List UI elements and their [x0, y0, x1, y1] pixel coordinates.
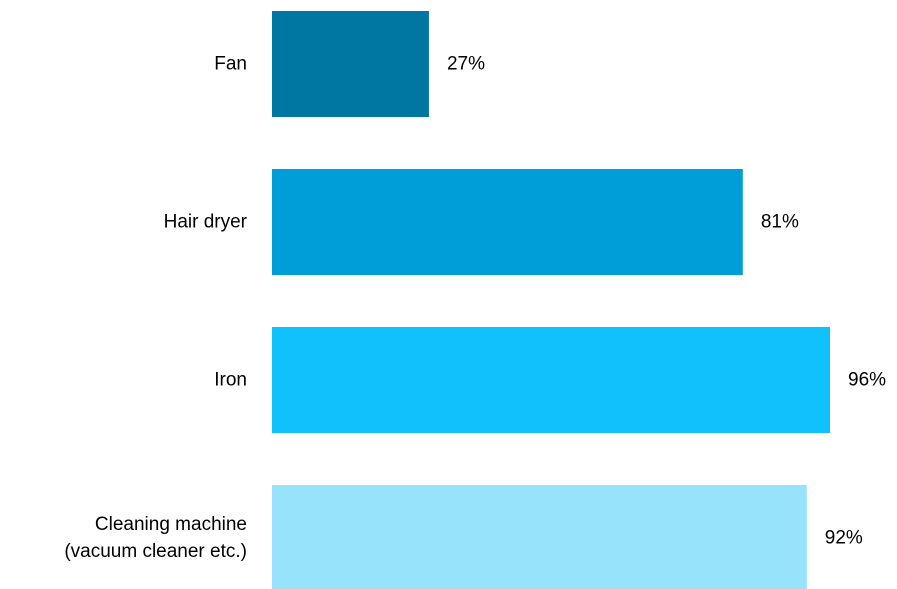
category-label-cleaning-machine-line-1: Cleaning machine [95, 514, 247, 535]
labels: 27% Fan 81% Hair dryer 96% Iron 92% Cleaning ma… [64, 54, 886, 563]
category-label-fan: Fan [214, 54, 247, 75]
value-label-hair-dryer: 81% [761, 212, 799, 233]
bar-iron [272, 327, 830, 433]
category-label-cleaning-machine-line-2: (vacuum cleaner etc.) [64, 541, 247, 562]
bar-cleaning-machine [272, 485, 807, 589]
bars [272, 11, 830, 589]
bar-fan [272, 11, 429, 117]
value-label-fan: 27% [447, 54, 485, 75]
bar-hair-dryer [272, 169, 743, 275]
category-label-hair-dryer: Hair dryer [164, 212, 248, 233]
value-label-iron: 96% [848, 370, 886, 391]
category-label-iron: Iron [214, 370, 247, 391]
value-label-cleaning-machine: 92% [825, 528, 863, 549]
